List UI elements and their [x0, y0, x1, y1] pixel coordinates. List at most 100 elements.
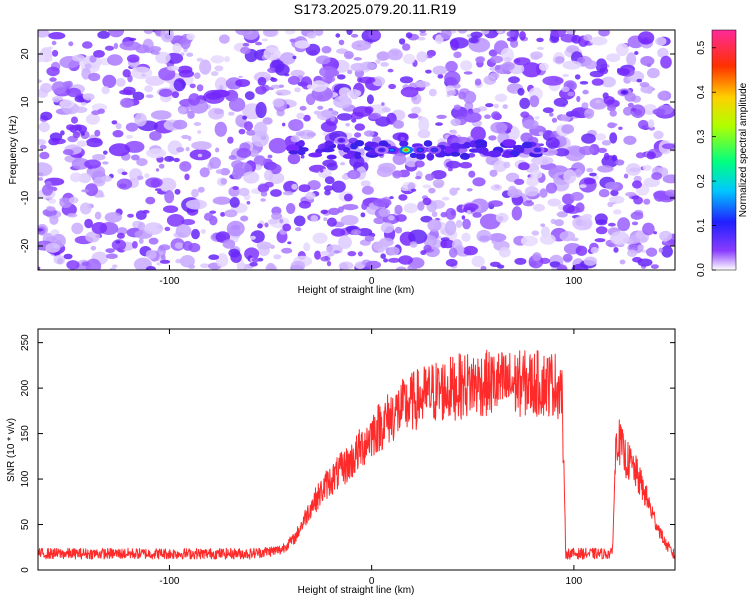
heatmap-cell — [214, 65, 224, 72]
heatmap-cell — [562, 74, 569, 77]
heatmap-cell — [268, 137, 288, 154]
heatmap-cell — [135, 44, 150, 54]
heatmap-cell — [264, 181, 274, 188]
heatmap-cell — [78, 173, 92, 184]
heatmap-cell — [563, 169, 577, 184]
heatmap-cell — [511, 206, 523, 221]
heatmap-cell — [474, 139, 488, 148]
heatmap-cell — [496, 264, 505, 269]
heatmap-cell — [589, 172, 597, 177]
heatmap-cell — [89, 55, 97, 63]
heatmap-cell — [295, 131, 306, 137]
heatmap-cell — [376, 166, 393, 178]
heatmap-cell — [119, 89, 132, 95]
heatmap-cell — [579, 184, 587, 189]
heatmap-cell — [583, 34, 593, 41]
heatmap-cell — [415, 152, 426, 160]
heatmap-cell — [530, 51, 543, 60]
heatmap-cell — [287, 153, 301, 165]
heatmap-cell — [290, 260, 305, 270]
heatmap-cell — [294, 87, 301, 93]
heatmap-cell — [459, 161, 473, 169]
heatmap-cell — [445, 258, 458, 267]
heatmap-cell — [520, 132, 533, 143]
colorbar-gradient — [711, 29, 737, 271]
heatmap-cell — [402, 43, 411, 51]
heatmap-cell — [281, 247, 293, 254]
heatmap-cell — [351, 117, 357, 123]
heatmap-cell — [158, 244, 171, 251]
heatmap-cell — [108, 143, 131, 157]
heatmap-cell — [357, 228, 373, 237]
heatmap-cell — [363, 130, 375, 137]
heatmap-cell — [324, 140, 334, 147]
heatmap-feature-core — [535, 148, 540, 152]
heatmap-cell — [640, 56, 655, 66]
heatmap-cell — [659, 230, 673, 242]
heatmap-cell — [556, 211, 568, 218]
heatmap-cell — [617, 68, 630, 76]
heatmap-cell — [413, 80, 431, 88]
heatmap-cell — [513, 144, 525, 152]
heatmap-cell — [643, 198, 651, 205]
heatmap-cell — [381, 102, 385, 106]
heatmap-cell — [555, 56, 565, 64]
heatmap-cell — [261, 38, 269, 42]
heatmap-cell — [191, 141, 212, 150]
heatmap-cell — [366, 141, 379, 147]
heatmap-cell — [187, 110, 195, 119]
heatmap-cell — [387, 68, 394, 73]
heatmap-cell — [549, 112, 554, 117]
heatmap-cell — [583, 178, 596, 185]
heatmap-cell — [472, 107, 481, 114]
heatmap-cell — [111, 239, 127, 251]
heatmap-cell — [612, 123, 618, 126]
heatmap-cell — [191, 228, 200, 240]
heatmap-cell — [255, 101, 267, 119]
heatmap-cell — [48, 57, 53, 62]
heatmap-cell — [305, 191, 316, 200]
heatmap-cell — [638, 119, 649, 130]
heatmap-cell — [209, 210, 217, 214]
heatmap-cell — [330, 115, 336, 122]
heatmap-cell — [297, 123, 304, 130]
heatmap-cell — [298, 184, 311, 193]
heatmap-cell — [214, 121, 227, 137]
heatmap-cell — [448, 247, 458, 258]
heatmap-cell — [186, 33, 196, 41]
heatmap-cell — [113, 42, 119, 50]
heatmap-cell — [109, 267, 117, 270]
heatmap-cell — [343, 193, 353, 202]
heatmap-cell — [594, 238, 606, 243]
heatmap-cell — [328, 107, 334, 112]
heatmap-cell — [47, 206, 56, 212]
heatmap-cell — [506, 31, 516, 37]
heatmap-cell — [215, 253, 229, 268]
heatmap-cell — [52, 49, 59, 57]
heatmap-cell — [437, 74, 444, 79]
heatmap-cell — [59, 99, 75, 109]
heatmap-cell — [576, 57, 586, 64]
heatmap-cell — [158, 88, 173, 98]
heatmap-cell — [531, 230, 540, 236]
heatmap-cell — [423, 244, 432, 253]
heatmap-cell — [609, 109, 617, 117]
heatmap-cell — [575, 245, 588, 256]
heatmap-cell — [158, 163, 165, 169]
heatmap-cell — [650, 264, 659, 269]
heatmap-cell — [189, 83, 196, 89]
heatmap-cell — [70, 172, 82, 183]
heatmap-cell — [627, 102, 634, 108]
heatmap-cell — [174, 242, 184, 249]
heatmap-cell — [260, 191, 268, 197]
heatmap-cell — [498, 246, 511, 258]
heatmap-cell — [248, 149, 259, 157]
heatmap-cell — [595, 133, 606, 141]
heatmap-cell — [338, 235, 352, 249]
heatmap-cell — [297, 140, 305, 148]
heatmap-cell — [107, 54, 123, 66]
heatmap-cell — [603, 96, 615, 105]
heatmap-cell — [319, 168, 324, 173]
heatmap-cell — [562, 253, 573, 262]
heatmap-cell — [542, 107, 554, 114]
